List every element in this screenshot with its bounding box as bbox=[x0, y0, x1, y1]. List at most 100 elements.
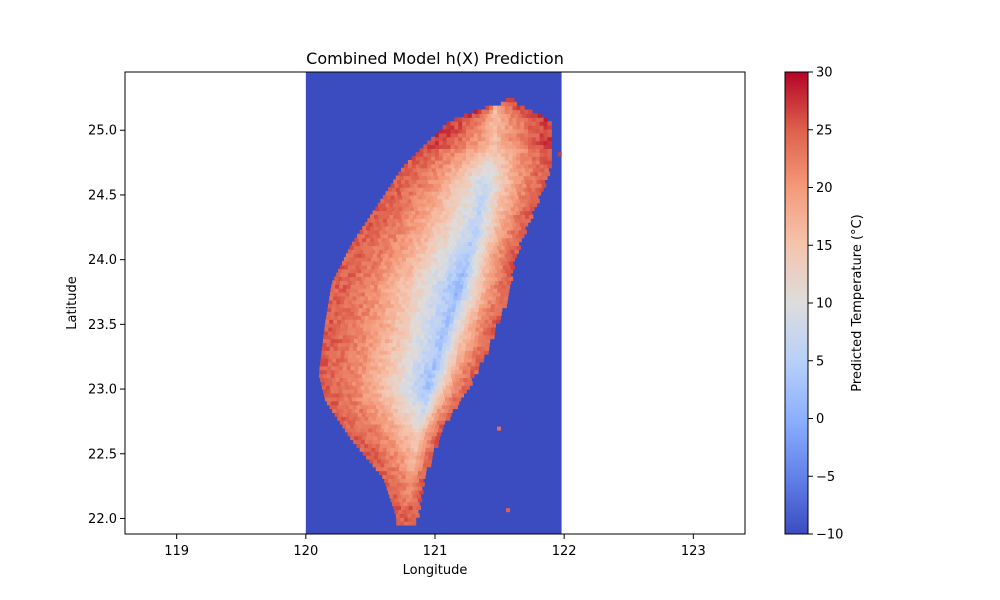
heatmap-cell bbox=[410, 323, 415, 328]
heatmap-cell bbox=[427, 424, 433, 429]
heatmap-cell bbox=[485, 253, 490, 258]
heatmap-cell bbox=[495, 194, 500, 200]
heatmap-cell bbox=[378, 451, 383, 456]
heatmap-cell bbox=[404, 237, 410, 243]
heatmap-cell bbox=[489, 105, 494, 111]
heatmap-cell bbox=[531, 125, 537, 130]
heatmap-cell bbox=[463, 361, 468, 367]
heatmap-cell bbox=[360, 346, 366, 351]
heatmap-cell bbox=[428, 377, 434, 382]
heatmap-cell bbox=[505, 202, 511, 208]
heatmap-cell bbox=[528, 121, 533, 126]
heatmap-cell bbox=[524, 179, 530, 184]
heatmap-cell bbox=[477, 160, 483, 165]
heatmap-cell bbox=[374, 431, 380, 437]
heatmap-cell bbox=[457, 292, 463, 297]
heatmap-cell bbox=[392, 288, 398, 293]
heatmap-cell bbox=[488, 295, 493, 301]
heatmap-cell bbox=[367, 229, 372, 235]
heatmap-cell bbox=[359, 447, 365, 452]
heatmap-cell bbox=[423, 152, 428, 157]
heatmap-cell bbox=[351, 272, 357, 278]
heatmap-cell bbox=[466, 369, 471, 375]
heatmap-cell bbox=[531, 144, 537, 149]
heatmap-cell bbox=[419, 276, 424, 281]
heatmap-cell bbox=[518, 218, 524, 223]
heatmap-cell bbox=[438, 276, 444, 281]
heatmap-cell bbox=[547, 132, 552, 138]
heatmap-cell bbox=[392, 276, 397, 281]
heatmap-cell bbox=[417, 218, 423, 223]
heatmap-cell bbox=[413, 486, 419, 491]
heatmap-cell bbox=[401, 420, 407, 425]
heatmap-cell bbox=[411, 478, 416, 483]
heatmap-cell bbox=[349, 342, 355, 347]
heatmap-cell bbox=[524, 191, 530, 196]
heatmap-cell bbox=[383, 350, 388, 355]
heatmap-cell bbox=[442, 210, 447, 215]
heatmap-cell bbox=[458, 260, 463, 266]
heatmap-cell bbox=[454, 268, 459, 274]
heatmap-cell bbox=[398, 218, 403, 223]
heatmap-cell bbox=[521, 167, 526, 173]
heatmap-cell bbox=[428, 361, 434, 367]
heatmap-cell bbox=[421, 249, 426, 254]
heatmap-cell bbox=[420, 214, 425, 219]
heatmap-cell bbox=[453, 292, 459, 297]
heatmap-cell bbox=[411, 458, 417, 464]
heatmap-cell bbox=[448, 257, 454, 262]
heatmap-cell bbox=[367, 396, 372, 402]
heatmap-cell bbox=[432, 358, 438, 363]
heatmap-cell bbox=[421, 183, 427, 188]
heatmap-cell bbox=[453, 222, 459, 227]
heatmap-cell bbox=[381, 214, 387, 219]
heatmap-cell bbox=[367, 354, 372, 359]
heatmap-cell bbox=[401, 377, 406, 382]
heatmap-cell bbox=[349, 292, 354, 297]
heatmap-cell bbox=[456, 323, 462, 328]
heatmap-cell bbox=[382, 299, 388, 305]
heatmap-cell bbox=[460, 229, 465, 235]
heatmap-cell bbox=[450, 128, 455, 134]
heatmap-cell bbox=[514, 249, 519, 254]
heatmap-cell bbox=[454, 389, 460, 394]
heatmap-cell bbox=[386, 451, 391, 456]
heatmap-cell bbox=[361, 253, 366, 258]
heatmap-cell bbox=[419, 400, 425, 406]
heatmap-cell bbox=[477, 121, 483, 126]
heatmap-cell bbox=[342, 260, 347, 266]
heatmap-cell bbox=[485, 121, 490, 126]
heatmap-cell bbox=[345, 276, 351, 281]
heatmap-cell bbox=[462, 132, 467, 138]
heatmap-cell bbox=[448, 206, 454, 212]
heatmap-cell bbox=[379, 466, 385, 472]
heatmap-cell bbox=[495, 272, 500, 278]
heatmap-cell bbox=[439, 307, 445, 313]
heatmap-cell bbox=[423, 311, 429, 316]
heatmap-cell bbox=[439, 202, 445, 208]
heatmap-cell bbox=[452, 358, 457, 363]
heatmap-cell bbox=[510, 218, 516, 223]
heatmap-cell bbox=[405, 408, 411, 413]
heatmap-cell bbox=[433, 183, 438, 188]
heatmap-cell bbox=[417, 249, 423, 254]
heatmap-cell bbox=[530, 194, 535, 200]
heatmap-cell bbox=[385, 334, 390, 340]
heatmap-cell bbox=[354, 284, 359, 289]
heatmap-cell bbox=[378, 420, 384, 425]
heatmap-cell bbox=[393, 202, 398, 208]
heatmap-cell bbox=[521, 202, 526, 208]
heatmap-cell bbox=[495, 280, 500, 285]
heatmap-cell bbox=[547, 152, 552, 157]
heatmap-cell bbox=[368, 404, 373, 410]
heatmap-cell bbox=[398, 257, 403, 262]
heatmap-cell bbox=[386, 206, 392, 212]
heatmap-cell bbox=[415, 292, 420, 297]
heatmap-cell bbox=[408, 202, 414, 208]
heatmap-cell bbox=[535, 117, 541, 122]
heatmap-cell bbox=[473, 136, 479, 142]
heatmap-cell bbox=[342, 365, 348, 371]
heatmap-cell bbox=[420, 226, 425, 231]
heatmap-cell bbox=[497, 260, 502, 266]
heatmap-cell bbox=[459, 330, 465, 336]
